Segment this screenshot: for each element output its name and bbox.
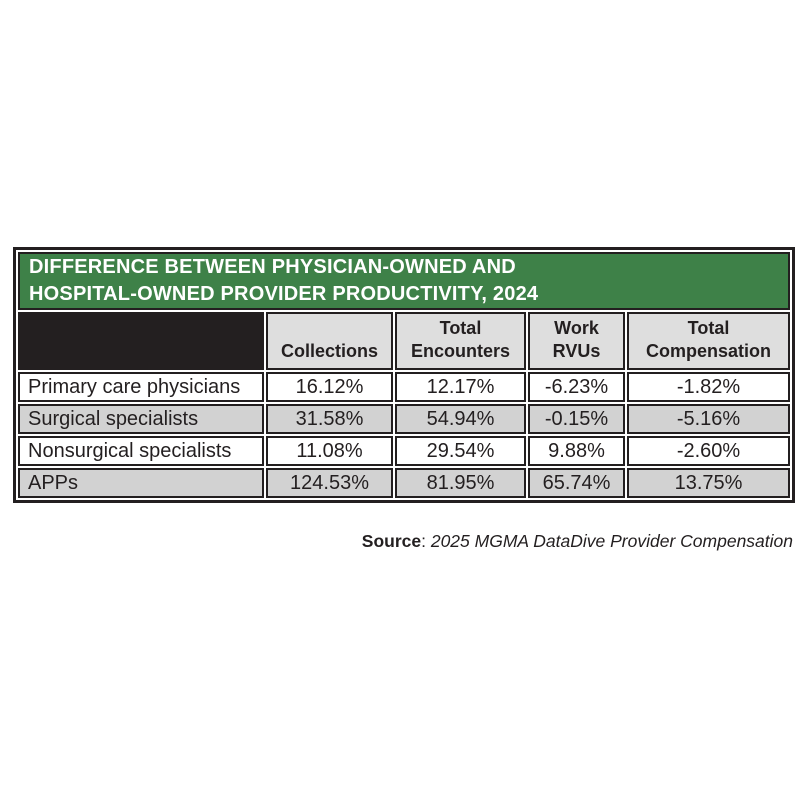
row-label: Primary care physicians [18, 372, 264, 402]
value-cell: 29.54% [395, 436, 526, 466]
value-cell: -5.16% [627, 404, 791, 434]
corner-cell [18, 312, 264, 370]
row-label: Surgical specialists [18, 404, 264, 434]
table-title-bar: DIFFERENCE BETWEEN PHYSICIAN-OWNED AND H… [18, 252, 791, 310]
column-header-line: Total [687, 318, 730, 338]
column-header-line: RVUs [552, 341, 601, 361]
value-cell: -1.82% [627, 372, 791, 402]
productivity-table-wrap: DIFFERENCE BETWEEN PHYSICIAN-OWNED AND H… [13, 247, 796, 503]
column-header-row: Collections Total Encounters Work RVUs T… [18, 312, 791, 370]
source-label: Source [361, 531, 422, 551]
row-label: APPs [18, 468, 264, 498]
value-cell: 124.53% [266, 468, 393, 498]
column-header-line: Encounters [410, 341, 511, 361]
table-title-line-2: HOSPITAL-OWNED PROVIDER PRODUCTIVITY, 20… [29, 283, 539, 305]
value-cell: -0.15% [528, 404, 625, 434]
value-cell: 13.75% [627, 468, 791, 498]
value-cell: -2.60% [627, 436, 791, 466]
column-header-collections: Collections [266, 312, 393, 370]
column-header-work-rvus: Work RVUs [528, 312, 625, 370]
column-header-line: Compensation [646, 341, 772, 361]
value-cell: 65.74% [528, 468, 625, 498]
value-cell: 31.58% [266, 404, 393, 434]
value-cell: -6.23% [528, 372, 625, 402]
table-row-nonsurgical: Nonsurgical specialists 11.08% 29.54% 9.… [18, 436, 791, 466]
table-row-surgical: Surgical specialists 31.58% 54.94% -0.15… [18, 404, 791, 434]
table-row-primary-care: Primary care physicians 16.12% 12.17% -6… [18, 372, 791, 402]
value-cell: 11.08% [266, 436, 393, 466]
column-header-line: Total [439, 318, 482, 338]
column-header-line: Collections [280, 341, 378, 361]
title-row: DIFFERENCE BETWEEN PHYSICIAN-OWNED AND H… [18, 252, 791, 310]
value-cell: 16.12% [266, 372, 393, 402]
table-row-apps: APPs 124.53% 81.95% 65.74% 13.75% [18, 468, 791, 498]
source-text: 2025 MGMA DataDive Provider Compensation [430, 531, 793, 551]
value-cell: 81.95% [395, 468, 526, 498]
column-header-line: Work [554, 318, 599, 338]
table-title-line-1: DIFFERENCE BETWEEN PHYSICIAN-OWNED AND [29, 256, 516, 278]
column-header-total-encounters: Total Encounters [395, 312, 526, 370]
source-line: Source: 2025 MGMA DataDive Provider Comp… [13, 531, 793, 552]
value-cell: 12.17% [395, 372, 526, 402]
row-label: Nonsurgical specialists [18, 436, 264, 466]
source-separator: : [421, 531, 431, 551]
column-header-total-compensation: Total Compensation [627, 312, 791, 370]
productivity-table: DIFFERENCE BETWEEN PHYSICIAN-OWNED AND H… [13, 247, 796, 503]
value-cell: 9.88% [528, 436, 625, 466]
value-cell: 54.94% [395, 404, 526, 434]
